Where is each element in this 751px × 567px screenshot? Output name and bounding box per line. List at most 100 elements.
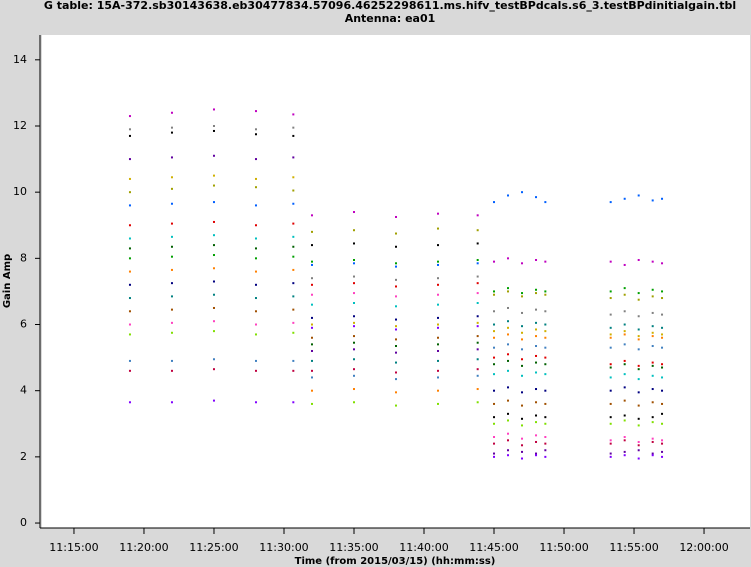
point <box>544 416 547 419</box>
point <box>254 204 257 207</box>
point <box>437 277 440 280</box>
point <box>544 290 547 293</box>
point <box>661 455 664 458</box>
point <box>212 306 215 309</box>
point <box>128 115 131 118</box>
point <box>212 320 215 323</box>
point <box>507 353 510 356</box>
point <box>310 359 313 362</box>
point <box>651 401 654 404</box>
point <box>493 356 496 359</box>
point <box>609 290 612 293</box>
point <box>292 134 295 137</box>
point <box>395 328 397 331</box>
y-tick-label: 8 <box>20 251 27 264</box>
point <box>292 113 295 116</box>
point <box>661 197 664 200</box>
point <box>535 292 538 295</box>
point <box>254 369 257 372</box>
point <box>310 389 313 392</box>
x-tick-label: 11:15:00 <box>49 541 98 554</box>
point <box>476 315 479 318</box>
point <box>212 184 215 187</box>
point <box>212 293 215 296</box>
point <box>507 326 510 329</box>
x-tick-label: 11:45:00 <box>469 541 518 554</box>
point <box>535 288 538 291</box>
point <box>395 391 397 394</box>
point <box>535 196 538 199</box>
point <box>493 422 496 425</box>
point <box>493 201 496 204</box>
point <box>623 419 626 422</box>
point <box>521 450 524 453</box>
point <box>310 283 313 286</box>
point <box>507 439 510 442</box>
point <box>507 449 510 452</box>
point <box>310 402 313 405</box>
point <box>637 335 640 338</box>
point <box>254 310 257 313</box>
y-tick-label: 6 <box>20 318 27 331</box>
point <box>507 194 510 197</box>
point <box>535 401 538 404</box>
y-tick-label: 4 <box>20 384 27 397</box>
point <box>623 287 626 290</box>
point <box>544 330 547 333</box>
point <box>437 389 440 392</box>
point <box>651 364 654 367</box>
point <box>521 331 524 334</box>
point <box>521 295 524 298</box>
point <box>651 345 654 348</box>
point <box>609 333 612 336</box>
point <box>521 374 524 377</box>
point <box>544 373 547 376</box>
point <box>292 401 295 404</box>
point <box>476 262 479 265</box>
point <box>170 295 173 298</box>
point <box>254 110 257 113</box>
point <box>476 374 479 377</box>
point <box>661 366 664 369</box>
point <box>651 440 654 443</box>
y-tick-label: 2 <box>20 450 27 463</box>
point <box>651 295 654 298</box>
point <box>395 265 397 268</box>
point <box>535 258 538 261</box>
point <box>352 258 355 261</box>
point <box>128 237 131 240</box>
point <box>651 325 654 328</box>
point <box>493 310 496 313</box>
point <box>493 293 496 296</box>
point <box>128 158 131 161</box>
point <box>637 449 640 452</box>
y-tick-label: 0 <box>20 516 27 529</box>
point <box>437 326 440 329</box>
point <box>609 260 612 263</box>
point <box>310 263 313 266</box>
point <box>476 214 479 217</box>
point <box>661 336 664 339</box>
point <box>395 404 397 407</box>
point <box>437 316 440 319</box>
point <box>212 108 215 111</box>
point <box>544 402 547 405</box>
point <box>292 222 295 225</box>
point <box>476 321 479 324</box>
point <box>352 341 355 344</box>
point <box>637 404 640 407</box>
point <box>292 282 295 285</box>
point <box>493 346 496 349</box>
point <box>521 437 524 440</box>
point <box>128 257 131 260</box>
point <box>395 378 397 381</box>
point <box>476 368 479 371</box>
point <box>535 371 538 374</box>
point <box>352 229 355 232</box>
x-tick-label: 11:25:00 <box>189 541 238 554</box>
point <box>128 177 131 180</box>
point <box>292 308 295 311</box>
point <box>437 260 440 263</box>
point <box>661 450 664 453</box>
point <box>544 293 547 296</box>
